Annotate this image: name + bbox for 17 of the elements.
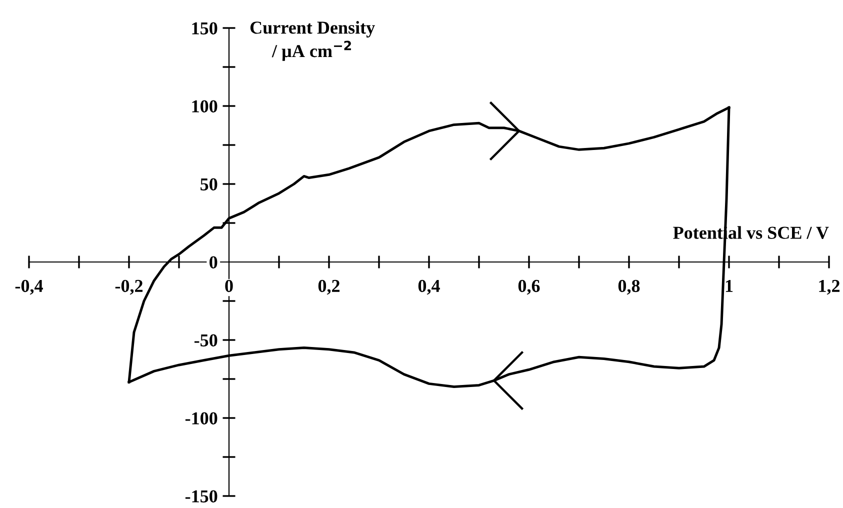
- y-tick-label: 50: [200, 178, 218, 190]
- y-tick-label: -100: [185, 412, 218, 424]
- y-tick-label: 150: [192, 22, 218, 34]
- x-tick-label: 0,6: [518, 280, 540, 295]
- x-tick-label: -0,4: [15, 280, 43, 295]
- y-tick-label: -150: [185, 490, 218, 502]
- y-tick-label: 100: [192, 100, 218, 112]
- x-tick-label: 0,4: [418, 280, 440, 295]
- y-axis-title: Current Density / µA cm$^{−2}$: [250, 21, 375, 61]
- y-tick-label: -50: [194, 334, 218, 346]
- x-tick-label: 0,2: [318, 280, 340, 295]
- y-tick-label: 0: [210, 256, 218, 268]
- x-tick-label: -0,2: [115, 280, 143, 295]
- x-tick-label: 0: [225, 280, 233, 292]
- x-tick-label: 1: [726, 280, 733, 292]
- x-tick-label: 0,8: [618, 280, 640, 295]
- x-tick-label: 1,2: [819, 280, 840, 295]
